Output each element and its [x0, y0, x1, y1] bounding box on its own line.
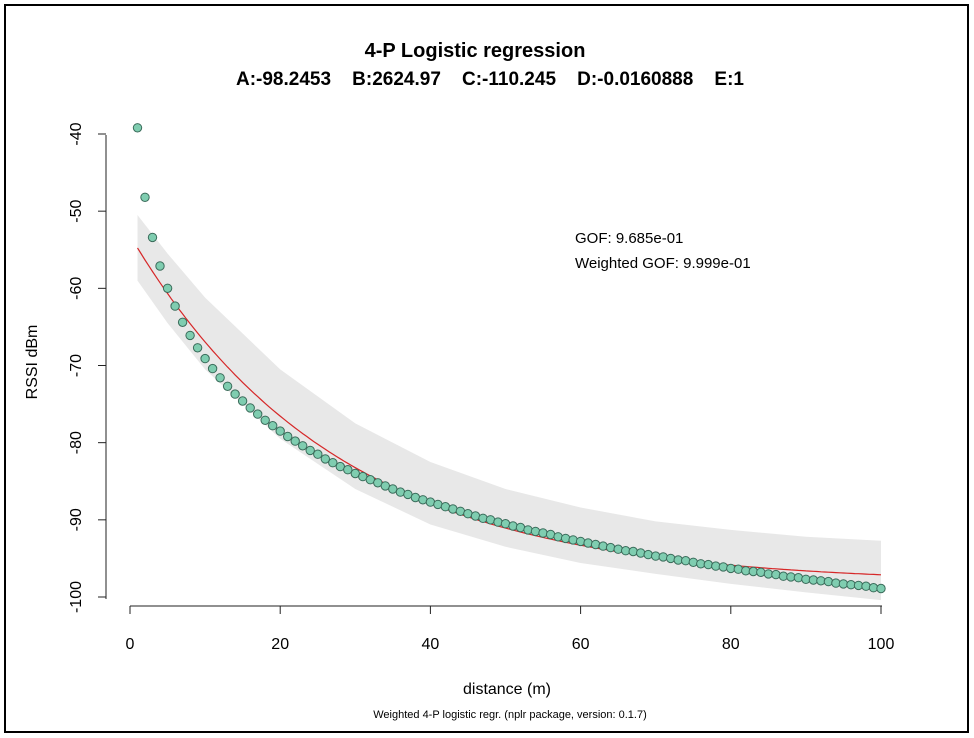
- y-tick-label: -60: [68, 277, 85, 300]
- data-point: [605, 542, 616, 553]
- data-point: [215, 373, 225, 383]
- data-point: [733, 564, 743, 574]
- y-tick-label: -90: [68, 508, 85, 531]
- data-point: [523, 525, 533, 535]
- data-point: [553, 532, 563, 542]
- y-axis-label: RSSI dBm: [24, 325, 41, 400]
- data-point: [823, 576, 834, 587]
- data-point: [283, 431, 293, 442]
- data-point: [313, 449, 323, 459]
- data-point: [260, 415, 270, 425]
- data-point: [666, 553, 676, 564]
- data-point: [861, 581, 871, 591]
- data-point: [643, 549, 653, 560]
- x-tick-label: 80: [722, 636, 740, 653]
- data-point: [628, 546, 638, 557]
- chart-title: 4-P Logistic regression: [365, 40, 586, 62]
- data-point: [538, 528, 548, 538]
- data-point: [290, 436, 300, 446]
- gof-annotation: GOF: 9.685e-01: [575, 230, 683, 247]
- axes: [105, 135, 882, 607]
- data-point: [478, 513, 488, 523]
- data-point: [170, 301, 180, 311]
- data-point: [575, 536, 586, 547]
- data-point: [688, 557, 698, 567]
- data-point: [222, 381, 233, 391]
- data-point: [155, 261, 165, 271]
- y-tick-label: -80: [68, 431, 85, 454]
- x-tick-label: 40: [422, 636, 440, 653]
- x-ticks: 0 20 40 60 80 100: [126, 606, 895, 653]
- data-point: [463, 509, 473, 519]
- figure-border: [4, 4, 969, 733]
- x-axis-label: distance (m): [463, 681, 551, 698]
- data-point: [756, 567, 766, 577]
- data-point: [320, 454, 330, 464]
- data-point: [177, 317, 188, 327]
- weighted-gof-annotation: Weighted GOF: 9.999e-01: [575, 255, 751, 272]
- chart-subtitle: A:-98.2453 B:2624.97 C:-110.245 D:-0.016…: [236, 69, 744, 90]
- data-point: [298, 441, 308, 451]
- x-tick-label: 100: [868, 636, 895, 653]
- x-tick-label: 0: [126, 636, 135, 653]
- data-point: [598, 541, 608, 551]
- data-point: [876, 583, 886, 594]
- data-point: [838, 579, 849, 589]
- data-point: [328, 458, 338, 468]
- data-point: [771, 569, 781, 580]
- data-point: [703, 559, 713, 570]
- x-tick-label: 60: [572, 636, 590, 653]
- data-point: [237, 396, 248, 406]
- x-tick-label: 20: [271, 636, 289, 653]
- data-point: [343, 465, 353, 475]
- data-point: [207, 363, 218, 374]
- data-points-layer: [132, 123, 886, 594]
- data-point: [162, 283, 173, 293]
- data-point: [568, 535, 578, 545]
- data-point: [245, 403, 255, 413]
- fit-curve: [136, 247, 882, 576]
- data-point: [718, 562, 728, 572]
- y-tick-label: -100: [68, 581, 85, 613]
- y-ticks: -100 -90 -80 -70 -60 -50 -40: [68, 122, 106, 613]
- data-point: [185, 330, 195, 341]
- data-point: [583, 538, 593, 548]
- data-point: [590, 539, 601, 550]
- chart-caption: Weighted 4-P logistic regr. (nplr packag…: [373, 709, 647, 721]
- data-point: [140, 192, 150, 203]
- data-point: [132, 123, 143, 133]
- y-tick-label: -50: [68, 200, 85, 223]
- data-point: [147, 232, 158, 243]
- data-point: [305, 445, 315, 456]
- data-point: [681, 556, 691, 566]
- data-point: [508, 521, 518, 531]
- data-point: [268, 421, 278, 431]
- data-point: [560, 533, 571, 544]
- data-point: [230, 389, 240, 399]
- data-point: [793, 573, 804, 583]
- data-point: [658, 552, 668, 562]
- y-tick-label: -70: [68, 354, 85, 377]
- data-point: [192, 343, 203, 353]
- data-point: [253, 409, 263, 419]
- data-point: [200, 353, 210, 364]
- data-point: [613, 544, 623, 554]
- data-point: [493, 517, 503, 527]
- data-point: [636, 548, 646, 558]
- data-point: [275, 426, 285, 436]
- data-point: [530, 526, 541, 537]
- y-tick-label: -40: [68, 122, 85, 145]
- fit-curve-layer: [136, 247, 882, 576]
